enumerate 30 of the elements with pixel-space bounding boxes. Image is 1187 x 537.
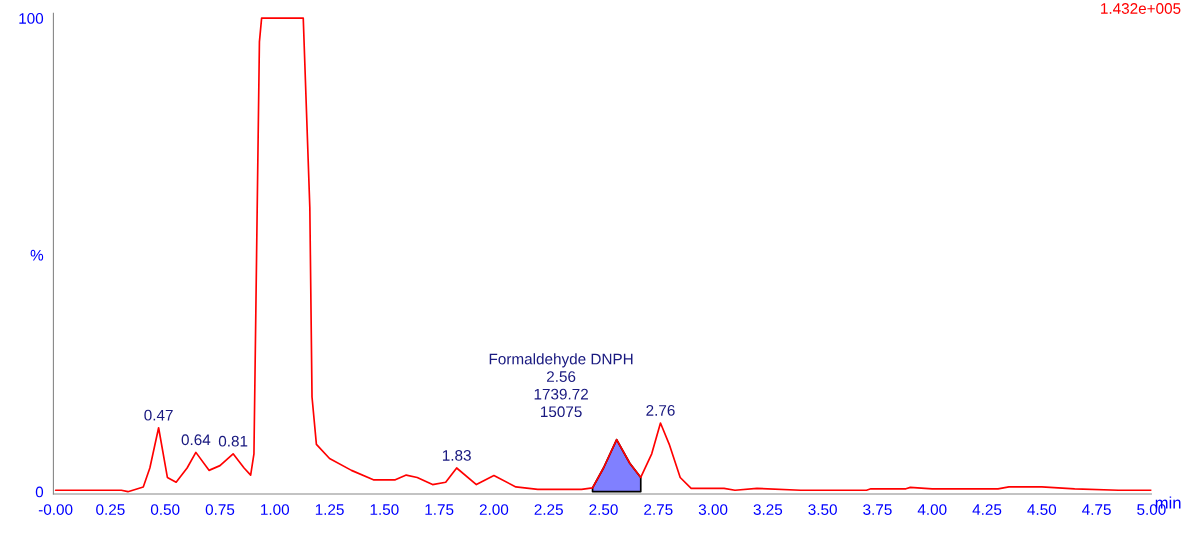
- x-tick-label: 0.75: [205, 504, 235, 515]
- y-tick-label: 100: [19, 13, 44, 24]
- x-tick-label: 1.00: [261, 504, 290, 515]
- x-tick-label: 0.25: [96, 504, 125, 515]
- x-tick-label: 2.75: [644, 504, 673, 515]
- x-tick-label: 2.25: [534, 504, 563, 515]
- annotation: 1.432e+005: [1101, 3, 1181, 14]
- x-tick-label: 2.00: [479, 504, 509, 515]
- x-tick-label: -0.00: [38, 504, 73, 515]
- x-tick-label: 3.25: [753, 504, 783, 515]
- annotation: 1.83: [442, 449, 471, 461]
- x-tick-label: 4.50: [1027, 504, 1057, 515]
- y-tick-label: %: [30, 249, 44, 261]
- x-tick-label: 4.75: [1082, 504, 1111, 515]
- annotation: 0.81: [218, 435, 248, 447]
- annotation: 2.76: [646, 405, 675, 416]
- x-tick-label: 3.50: [808, 504, 837, 515]
- x-tick-label: 1.25: [315, 504, 344, 515]
- x-tick-label: 4.25: [972, 504, 1002, 515]
- annotation: Formaldehyde DNPH 2.56 1739.72 15075: [489, 353, 633, 418]
- x-tick-label: 1.50: [370, 504, 399, 515]
- y-tick-label: 0: [35, 486, 44, 498]
- annotation: 0.47: [144, 409, 173, 421]
- x-tick-label: 1.75: [425, 504, 454, 515]
- x-tick-label: 3.00: [698, 504, 728, 515]
- annotation: 0.64: [181, 434, 211, 446]
- x-tick-label: 3.75: [863, 504, 892, 515]
- x-tick-label: 4.00: [917, 504, 947, 515]
- x-tick-label: 0.50: [150, 504, 180, 515]
- x-tick-label: 2.50: [589, 504, 618, 515]
